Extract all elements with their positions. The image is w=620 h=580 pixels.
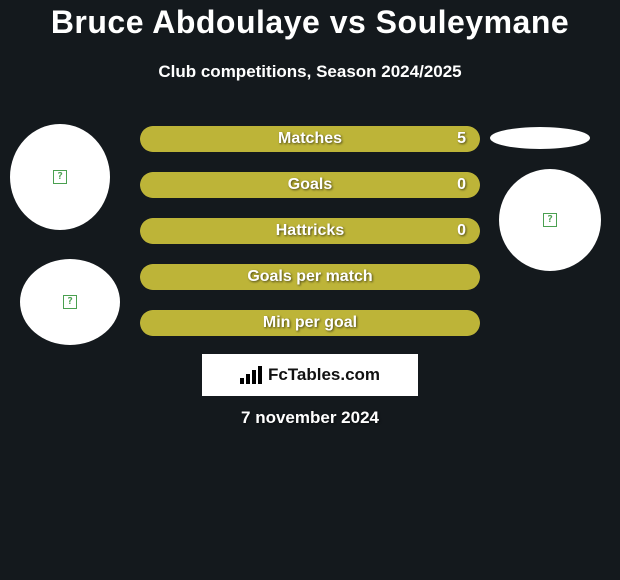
player-left-photo-1: ? (10, 124, 110, 230)
stat-row-goals: Goals 0 (140, 172, 480, 198)
date-text: 7 november 2024 (0, 408, 620, 428)
row-label: Matches (140, 126, 480, 152)
row-value: 5 (457, 126, 466, 152)
bar-chart-icon (240, 366, 262, 384)
branding-box: FcTables.com (202, 354, 418, 396)
page-subtitle: Club competitions, Season 2024/2025 (0, 62, 620, 82)
stat-row-matches: Matches 5 (140, 126, 480, 152)
stat-row-hattricks: Hattricks 0 (140, 218, 480, 244)
row-label: Goals per match (140, 264, 480, 290)
image-placeholder-icon: ? (63, 295, 77, 309)
image-placeholder-icon: ? (53, 170, 67, 184)
row-label: Goals (140, 172, 480, 198)
stat-row-min-per-goal: Min per goal (140, 310, 480, 336)
row-value: 0 (457, 218, 466, 244)
stat-row-goals-per-match: Goals per match (140, 264, 480, 290)
stats-rows: Matches 5 Goals 0 Hattricks 0 Goals per … (140, 126, 480, 356)
decorative-ellipse (490, 127, 590, 149)
branding-text: FcTables.com (268, 365, 380, 385)
row-label: Hattricks (140, 218, 480, 244)
row-value: 0 (457, 172, 466, 198)
row-label: Min per goal (140, 310, 480, 336)
comparison-infographic: Bruce Abdoulaye vs Souleymane Club compe… (0, 0, 620, 580)
page-title: Bruce Abdoulaye vs Souleymane (0, 4, 620, 41)
player-left-photo-2: ? (20, 259, 120, 345)
image-placeholder-icon: ? (543, 213, 557, 227)
player-right-photo: ? (499, 169, 601, 271)
